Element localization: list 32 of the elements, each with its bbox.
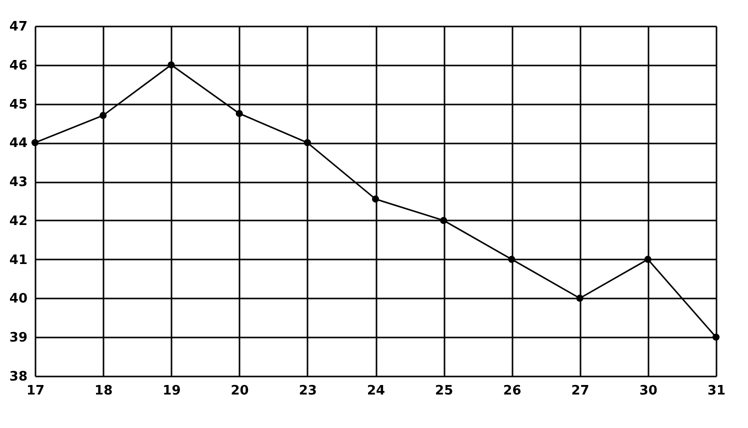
point — [440, 216, 448, 224]
point — [100, 112, 107, 119]
x-tick-label: 26 — [503, 384, 522, 398]
y-tick-label: 41 — [9, 252, 28, 268]
point — [31, 139, 39, 146]
y-tick-label: 47 — [9, 20, 28, 34]
y-tick-label: 45 — [9, 97, 28, 112]
x-tick-label: 17 — [26, 384, 45, 398]
point — [304, 139, 311, 146]
y-tick-label: 44 — [9, 136, 28, 152]
x-tick-label: 30 — [639, 384, 658, 398]
y-tick-label: 42 — [9, 214, 28, 229]
y-tick-label: 39 — [9, 330, 28, 346]
x-tick-label: 20 — [230, 384, 249, 398]
x-tick-label: 25 — [435, 384, 454, 398]
point — [168, 61, 175, 68]
point — [372, 196, 380, 203]
point — [236, 110, 243, 118]
y-tick-label: 38 — [9, 370, 28, 384]
y-tick-label: 46 — [9, 58, 28, 74]
x-tick-label: 19 — [162, 384, 181, 398]
x-tick-label: 31 — [707, 384, 726, 398]
x-tick-label: 23 — [298, 384, 317, 398]
point — [712, 334, 720, 341]
point — [644, 256, 652, 263]
y-tick-label: 40 — [9, 292, 28, 307]
point — [576, 294, 584, 302]
x-tick-label: 27 — [571, 384, 590, 398]
x-tick-label: 18 — [94, 384, 113, 398]
x-tick-label: 24 — [366, 384, 386, 398]
point — [508, 256, 516, 263]
y-tick-label: 43 — [9, 175, 28, 190]
